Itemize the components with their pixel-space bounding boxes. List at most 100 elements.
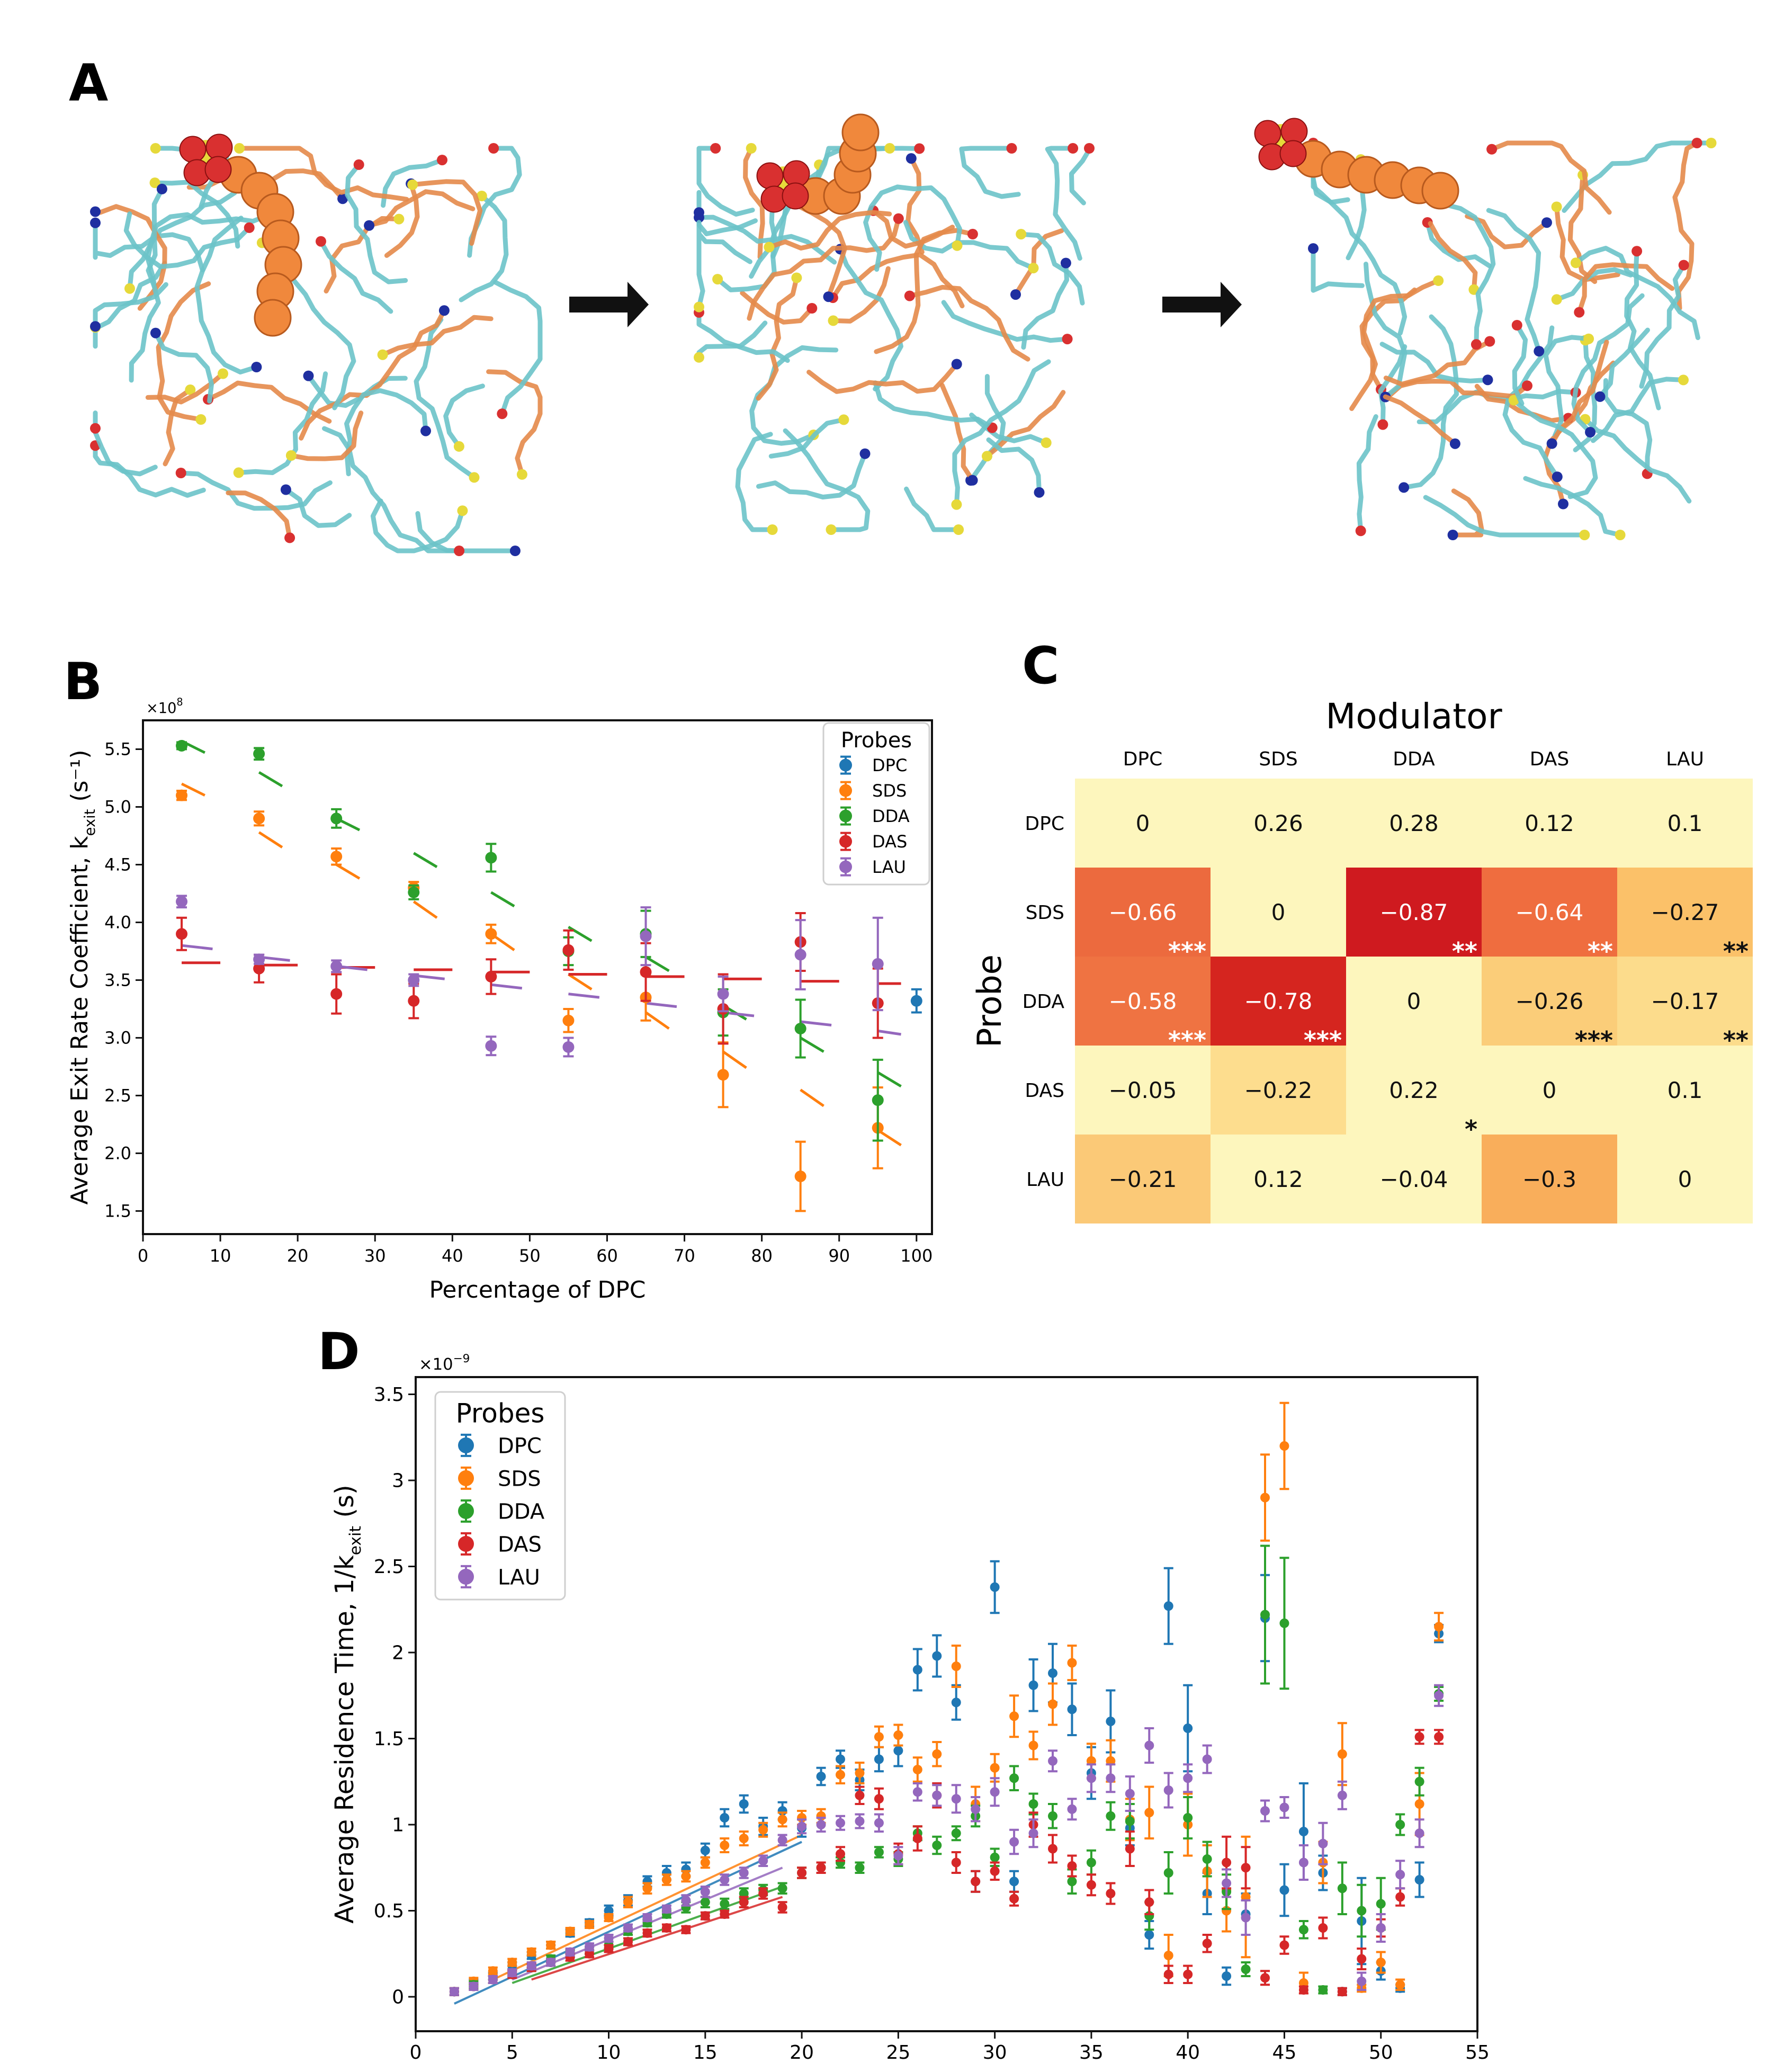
- headgroup-atom: [1678, 260, 1689, 271]
- data-point-sds: [623, 1897, 633, 1907]
- data-point-dpc: [720, 1813, 730, 1823]
- heatmap-value: −0.26: [1516, 988, 1584, 1014]
- data-point-das: [758, 1889, 768, 1898]
- data-point-dda: [932, 1841, 942, 1850]
- data-point-lau: [1067, 1804, 1077, 1814]
- exit-rate-chart: 0 10 20 30 40 50 60 70 80 90 100 1.5 2.0 2.5 3.0 3.5 4.0…: [66, 696, 933, 1303]
- data-point-das: [1183, 1969, 1193, 1979]
- heatmap-cell: [1346, 957, 1482, 1046]
- data-point-dda: [408, 886, 420, 898]
- headgroup-atom: [1377, 419, 1388, 430]
- row-label-dpc: DPC: [1025, 813, 1064, 835]
- heatmap-cell: [1075, 868, 1211, 957]
- data-point-sds: [720, 1841, 730, 1850]
- x-tick-label: 25: [886, 2042, 910, 2064]
- data-point-dda: [1337, 1883, 1347, 1894]
- data-point-lau: [1241, 1913, 1251, 1923]
- x-tick-label: 90: [828, 1246, 850, 1266]
- heatmap-value: 0: [1136, 810, 1150, 836]
- headgroup-atom: [407, 179, 418, 190]
- data-point-lau: [661, 1904, 671, 1914]
- data-point-lau: [623, 1923, 633, 1933]
- data-point-dda: [1163, 1868, 1173, 1878]
- heatmap-value: −0.66: [1109, 899, 1177, 925]
- data-point-lau: [1337, 1790, 1347, 1800]
- headgroup-atom: [1399, 482, 1410, 493]
- data-point-lau: [1298, 1857, 1308, 1868]
- data-point-dda: [1241, 1964, 1251, 1974]
- heatmap-value: −0.21: [1109, 1166, 1177, 1192]
- fit-line: [531, 1896, 783, 1981]
- data-point-lau: [1260, 1806, 1270, 1816]
- headgroup-atom: [1594, 391, 1606, 402]
- data-point-dda: [794, 1023, 806, 1034]
- lipid-tail: [1423, 495, 1587, 538]
- headgroup-atom: [828, 315, 839, 326]
- lipid-tail: [1378, 344, 1408, 427]
- x-tick-label: 10: [210, 1246, 231, 1266]
- x-tick-label: 30: [983, 2042, 1007, 2064]
- data-point-dda: [1048, 1811, 1057, 1821]
- data-point-sds: [330, 851, 343, 863]
- data-point-lau: [1414, 1828, 1424, 1838]
- headgroup-atom: [884, 143, 895, 154]
- data-point-lau: [797, 1821, 807, 1832]
- data-point-dpc: [836, 1754, 845, 1764]
- lipid-tail: [1554, 204, 1620, 282]
- data-point-dpc: [1048, 1668, 1057, 1678]
- y-tick-label: 2.5: [374, 1556, 404, 1578]
- data-point-sds: [1279, 1441, 1289, 1451]
- fit-segment: [490, 891, 515, 908]
- fit-segment: [413, 974, 445, 980]
- data-point-das: [951, 1857, 961, 1868]
- fit-segment: [181, 782, 205, 797]
- data-point-lau: [562, 1041, 575, 1053]
- lipid-tail: [756, 275, 799, 401]
- heatmap-value: 0: [1271, 899, 1286, 925]
- data-point-dpc: [1222, 1971, 1232, 1981]
- x-tick-label: 60: [596, 1246, 618, 1266]
- headgroup-atom: [149, 177, 160, 189]
- headgroup-atom: [234, 143, 245, 154]
- headgroup-atom: [914, 143, 925, 154]
- fit-segment: [877, 1029, 901, 1036]
- probe-oxygen-atom: [204, 156, 232, 183]
- data-point-lau: [640, 930, 652, 942]
- data-point-das: [1260, 1973, 1270, 1983]
- headgroup-atom: [1433, 275, 1444, 286]
- data-point-dpc: [1414, 1875, 1424, 1885]
- lipid-tail: [127, 190, 237, 291]
- headgroup-atom: [1068, 143, 1079, 154]
- fit-segment: [645, 1011, 670, 1030]
- headgroup-atom: [1084, 143, 1095, 154]
- data-point-dda: [176, 739, 188, 752]
- data-point-sds: [912, 1765, 922, 1774]
- data-point-sds: [565, 1926, 575, 1936]
- lipid-tail: [370, 498, 465, 553]
- data-point-das: [485, 970, 497, 983]
- headgroup-atom: [438, 305, 450, 316]
- legend-marker: [839, 835, 852, 848]
- legend-label-das: DAS: [498, 1532, 542, 1557]
- legend-marker: [458, 1437, 474, 1453]
- lipid-tail: [324, 216, 401, 294]
- data-point-sds: [874, 1732, 884, 1742]
- data-point-das: [330, 988, 343, 1000]
- lipid-tail: [1576, 262, 1675, 315]
- row-label-sds: SDS: [1026, 902, 1064, 924]
- headgroup-atom: [1706, 138, 1717, 148]
- legend-label-lau: LAU: [872, 857, 906, 877]
- lipid-tail: [1450, 488, 1484, 538]
- data-point-lau: [1318, 1838, 1328, 1848]
- x-tick-label: 40: [1176, 2042, 1200, 2064]
- data-point-dpc: [951, 1698, 961, 1708]
- correlation-heatmap: Modulator DPC SDS DDA DAS LAU DPC SDS DDA DAS LAU P…: [970, 696, 1753, 1223]
- data-point-sds: [1028, 1740, 1038, 1751]
- data-point-das: [681, 1925, 691, 1935]
- heatmap-value: 0: [1678, 1166, 1692, 1192]
- heatmap-cell: [1482, 957, 1617, 1046]
- headgroup-atom: [124, 283, 135, 294]
- headgroup-atom: [244, 222, 255, 233]
- probe-atom: [254, 299, 292, 337]
